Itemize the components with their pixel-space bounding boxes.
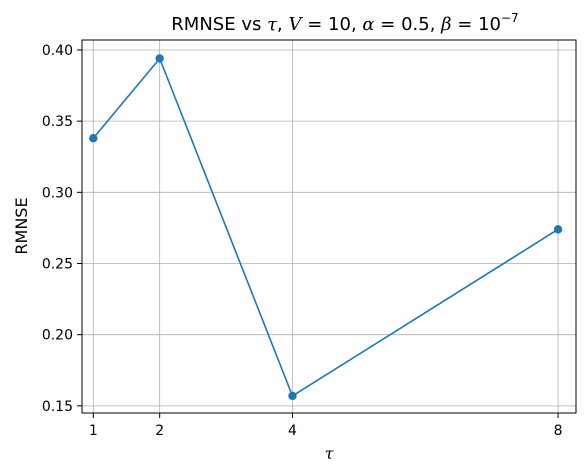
y-axis: 0.15 0.20 0.25 0.30 0.35 0.40	[42, 43, 82, 415]
series-line	[93, 59, 558, 396]
title-alpha-symbol: α	[362, 14, 374, 35]
title-beta-exponent: −7	[501, 11, 519, 25]
x-tick-label: 4	[288, 423, 297, 439]
y-tick-label: 0.25	[42, 257, 73, 273]
x-axis: 1 2 4 8	[89, 413, 563, 439]
x-tick-label: 1	[89, 423, 98, 439]
y-tick-label: 0.35	[42, 114, 73, 130]
data-point	[288, 392, 296, 400]
title-sep1: ,	[277, 14, 288, 35]
data-point	[89, 134, 97, 142]
title-sep2: ,	[351, 14, 362, 35]
x-axis-label: τ	[325, 444, 335, 463]
grid	[82, 40, 576, 413]
chart-title: RMNSE vs τ, V = 10, α = 0.5, β = 10−7	[171, 11, 518, 35]
title-v-value: = 10	[302, 14, 351, 35]
title-prefix: RMNSE vs	[171, 14, 267, 35]
plot-frame	[82, 40, 576, 413]
title-beta-value: = 10	[452, 14, 501, 35]
y-axis-label: RMNSE	[12, 197, 31, 254]
title-sep3: ,	[430, 14, 441, 35]
data-point	[554, 225, 562, 233]
y-tick-label: 0.20	[42, 328, 73, 344]
title-alpha-value: = 0.5	[375, 14, 430, 35]
y-tick-label: 0.15	[42, 399, 73, 415]
x-tick-label: 8	[554, 423, 563, 439]
y-tick-label: 0.30	[42, 185, 73, 201]
data-point	[155, 54, 163, 62]
y-tick-label: 0.40	[42, 43, 73, 59]
title-beta-symbol: β	[440, 14, 451, 35]
x-tick-label: 2	[155, 423, 164, 439]
x-axis-label-text: τ	[325, 444, 335, 463]
